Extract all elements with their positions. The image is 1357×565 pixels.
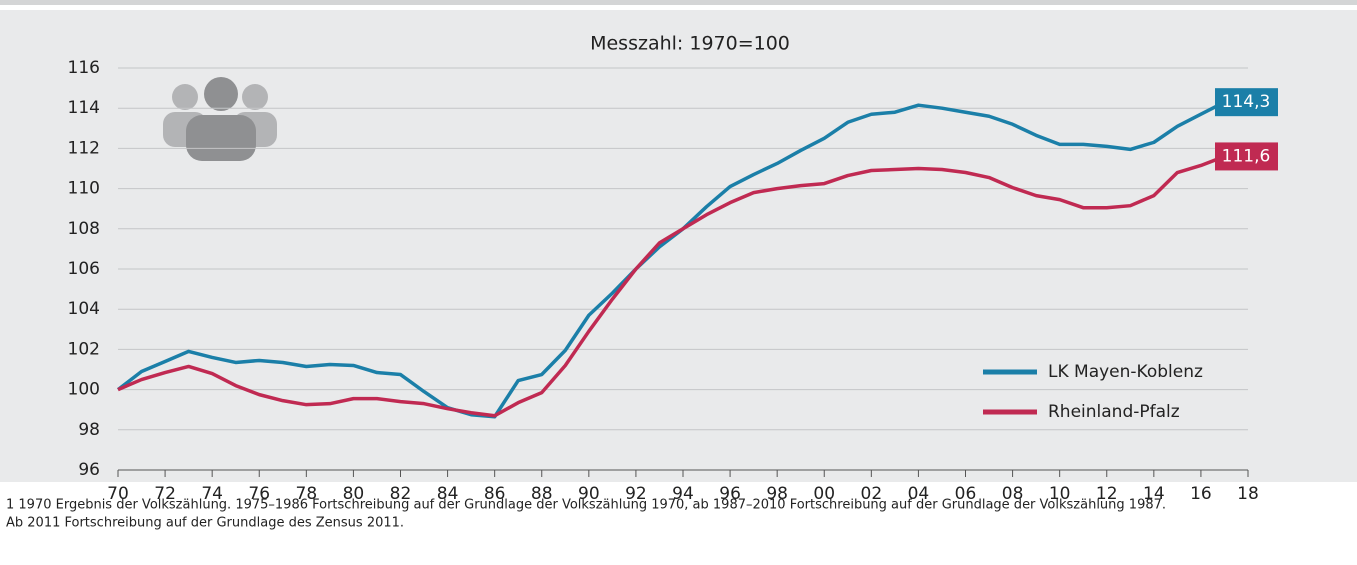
y-tick-label: 108	[68, 219, 100, 239]
value-label-box	[1215, 88, 1278, 117]
y-tick-label: 106	[68, 259, 100, 279]
x-tick-label: 10	[1049, 484, 1071, 504]
y-tick-label: 110	[68, 179, 100, 199]
x-tick-label: 88	[531, 484, 553, 504]
x-tick-label: 74	[201, 484, 223, 504]
legend-label: Rheinland-Pfalz	[1048, 402, 1180, 422]
y-tick-label: 116	[68, 58, 100, 78]
x-tick-label: 02	[861, 484, 883, 504]
x-tick-label: 80	[343, 484, 365, 504]
chart-title: Messzahl: 1970=100	[590, 33, 790, 55]
value-label-box	[1215, 142, 1278, 171]
series-line	[117, 154, 1226, 418]
people-icon	[163, 77, 277, 161]
x-tick-label: 76	[248, 484, 270, 504]
x-tick-label: 04	[908, 484, 930, 504]
x-tick-label: 16	[1190, 484, 1212, 504]
value-label: 114,3	[1222, 92, 1271, 112]
x-tick-label: 98	[766, 484, 788, 504]
footnote: 1 1970 Ergebnis der Volkszählung. 1975–1…	[6, 498, 1166, 513]
value-label: 111,6	[1222, 146, 1271, 166]
x-tick-label: 08	[1002, 484, 1024, 504]
x-tick-label: 12	[1096, 484, 1118, 504]
x-tick-label: 78	[296, 484, 318, 504]
x-tick-label: 18	[1237, 484, 1259, 504]
x-tick-label: 90	[578, 484, 600, 504]
x-tick-label: 86	[484, 484, 506, 504]
x-tick-label: 84	[437, 484, 459, 504]
x-tick-label: 94	[672, 484, 694, 504]
footnote: Ab 2011 Fortschreibung auf der Grundlage…	[6, 516, 404, 531]
legend-label: LK Mayen-Koblenz	[1048, 362, 1203, 382]
x-tick-label: 70	[107, 484, 129, 504]
x-tick-label: 82	[390, 484, 412, 504]
x-tick-label: 06	[955, 484, 977, 504]
y-tick-label: 104	[68, 299, 100, 319]
y-tick-label: 114	[68, 98, 100, 118]
x-tick-label: 72	[154, 484, 176, 504]
x-tick-label: 92	[625, 484, 647, 504]
top-bar	[0, 0, 1357, 5]
y-tick-label: 100	[68, 380, 100, 400]
y-tick-label: 102	[68, 339, 100, 359]
y-tick-label: 96	[78, 460, 100, 480]
x-tick-label: 00	[813, 484, 835, 504]
x-tick-label: 14	[1143, 484, 1165, 504]
y-tick-label: 112	[68, 138, 100, 158]
y-tick-label: 98	[78, 420, 100, 440]
x-tick-label: 96	[719, 484, 741, 504]
